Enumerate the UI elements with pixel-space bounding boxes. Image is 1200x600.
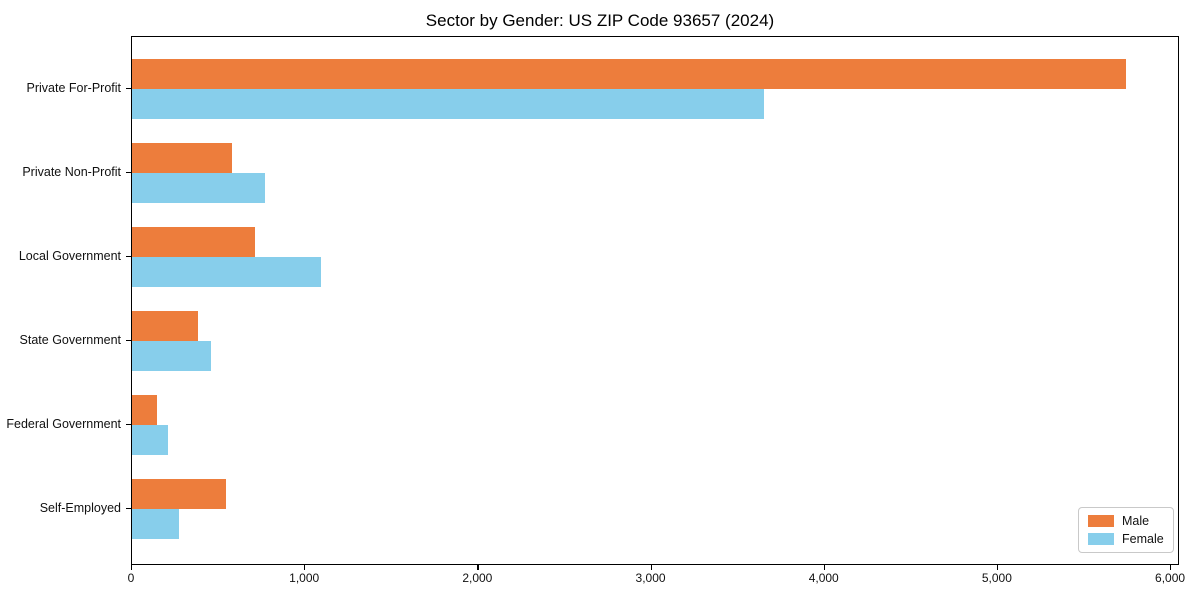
x-tick-mark xyxy=(650,564,652,570)
category-label: Private For-Profit xyxy=(26,81,121,95)
female-color-swatch xyxy=(1088,533,1114,545)
legend: Male Female xyxy=(1078,507,1174,553)
bar-male-self-employed xyxy=(132,479,226,509)
bar-male-private-for-profit xyxy=(132,59,1126,89)
bar-female-private-non-profit xyxy=(132,173,265,203)
bar-female-local-government xyxy=(132,257,321,287)
legend-label-male: Male xyxy=(1122,514,1150,528)
x-tick-label: 0 xyxy=(127,571,135,585)
y-tick-mark xyxy=(126,88,131,90)
bar-male-state-government xyxy=(132,311,198,341)
y-tick-mark xyxy=(126,508,131,510)
chart-title: Sector by Gender: US ZIP Code 93657 (202… xyxy=(425,11,775,30)
x-tick-mark xyxy=(823,564,825,570)
y-tick-mark xyxy=(126,424,131,426)
x-tick-label: 6,000 xyxy=(1155,571,1186,585)
category-label: Self-Employed xyxy=(39,501,121,515)
bar-female-state-government xyxy=(132,341,211,371)
legend-label-female: Female xyxy=(1122,532,1164,546)
bar-female-self-employed xyxy=(132,509,179,539)
y-tick-mark xyxy=(126,172,131,174)
x-tick-label: 5,000 xyxy=(981,571,1012,585)
x-tick-mark xyxy=(304,564,306,570)
x-tick-mark xyxy=(477,564,479,570)
x-tick-label: 2,000 xyxy=(462,571,493,585)
x-tick-mark xyxy=(996,564,999,570)
category-label: Private Non-Profit xyxy=(22,165,121,179)
category-label: Local Government xyxy=(18,249,121,263)
y-tick-mark xyxy=(126,256,131,258)
bar-female-private-for-profit xyxy=(132,89,765,119)
legend-item-female: Female xyxy=(1088,532,1173,546)
x-tick-label: 1,000 xyxy=(289,571,320,585)
x-tick-mark xyxy=(131,564,133,570)
plot-area xyxy=(131,36,1179,565)
x-tick-mark xyxy=(1170,564,1172,570)
category-label: Federal Government xyxy=(6,417,121,431)
male-color-swatch xyxy=(1088,515,1114,527)
x-tick-label: 3,000 xyxy=(635,571,666,585)
legend-item-male: Male xyxy=(1088,514,1173,528)
bar-female-federal-government xyxy=(132,425,169,455)
bar-male-federal-government xyxy=(132,395,158,425)
bar-male-private-non-profit xyxy=(132,143,233,173)
x-tick-label: 4,000 xyxy=(808,571,839,585)
bar-male-local-government xyxy=(132,227,255,257)
category-label: State Government xyxy=(19,333,121,347)
y-tick-mark xyxy=(126,340,131,342)
